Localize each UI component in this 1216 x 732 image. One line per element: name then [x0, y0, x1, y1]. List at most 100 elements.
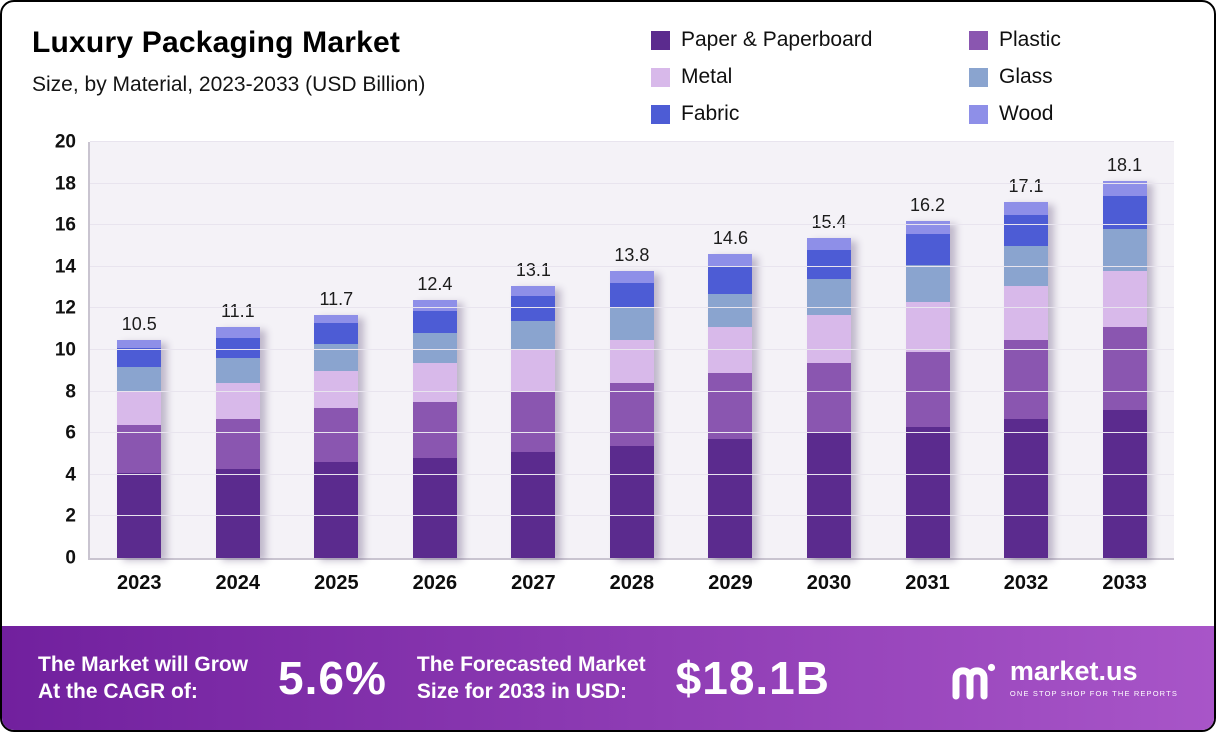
bar-segment: [412, 458, 457, 558]
page-title: Luxury Packaging Market: [32, 26, 401, 59]
legend-item: Paper & Paperboard: [651, 28, 961, 52]
bar-segment: [314, 370, 359, 409]
x-tick-text: 2026: [412, 572, 458, 594]
forecast-label-line1: The Forecasted Market: [416, 652, 646, 676]
bars-row: 10.5 11.1 11.7 12.4 13.1 13.8 14.6 15.4 16.2 17.1…: [90, 142, 1174, 558]
bar-stack: [708, 254, 753, 558]
gridline: [90, 182, 1174, 184]
bar-segment: [511, 295, 556, 321]
bar-segment: [905, 233, 950, 265]
bar-segment: [708, 254, 753, 267]
x-tick-label: 2026: [413, 572, 458, 595]
bar-segment: [117, 391, 162, 425]
legend-swatch: [969, 104, 988, 124]
y-tick-label: 2: [65, 505, 76, 527]
x-tick-text: 2024: [215, 572, 261, 594]
x-tick-label: 2029: [708, 572, 753, 595]
bar-segment: [905, 264, 950, 303]
bar-column: 11.7: [314, 288, 359, 558]
y-tick-label: 20: [54, 131, 76, 153]
legend-swatch: [969, 30, 988, 50]
bar-segment: [806, 250, 851, 280]
legend-label: Wood: [999, 102, 1054, 125]
y-tick-label: 16: [54, 214, 76, 236]
gridline: [90, 432, 1174, 434]
bar-stack: [117, 339, 162, 558]
bar-total-label: 12.4: [417, 274, 453, 295]
bar-segment: [1102, 181, 1147, 197]
bar-segment: [412, 300, 457, 311]
gridline: [90, 224, 1174, 226]
gridline: [90, 265, 1174, 267]
bar-segment: [1004, 246, 1049, 286]
bar-stack: [314, 314, 359, 558]
chart-body: 0 2 4 6 8 10 12 14 16 18 20 10.5 11.1 11.7 12.4 13.1 13…: [2, 133, 1214, 595]
x-tick-label: 2031: [905, 572, 950, 595]
cagr-label: The Market will Grow At the CAGR of:: [38, 651, 248, 706]
cagr-label-line2: At the CAGR of:: [38, 680, 198, 703]
bar-segment: [511, 391, 556, 452]
page-subtitle: Size, by Material, 2023-2033 (USD Billio…: [32, 73, 426, 96]
brand-name: market.us: [1009, 656, 1138, 686]
legend-label: Paper & Paperboard: [681, 28, 873, 51]
bar-segment: [215, 383, 260, 419]
legend-swatch: [651, 104, 670, 124]
gridline: [90, 390, 1174, 392]
bar-segment: [511, 320, 556, 351]
bar-segment: [1102, 410, 1147, 558]
cagr-value: 5.6%: [278, 652, 387, 704]
bar-segment: [708, 372, 753, 440]
bar-total-label: 17.1: [1008, 176, 1044, 197]
bar-segment: [905, 221, 950, 234]
bar-segment: [1004, 214, 1049, 247]
bar-segment: [412, 333, 457, 363]
market-us-logo-icon: [952, 663, 995, 700]
y-tick-label: 4: [65, 464, 76, 486]
chart-header: Luxury Packaging Market Size, by Materia…: [2, 2, 1214, 138]
forecast-label-line2: Size for 2033 in USD:: [416, 680, 627, 703]
cagr-label-line1: The Market will Grow: [38, 652, 249, 676]
bar-total-label: 15.4: [811, 211, 847, 232]
bar-segment: [511, 285, 556, 296]
legend-swatch: [969, 67, 988, 87]
bar-segment: [806, 362, 851, 434]
bar-total-label: 14.6: [712, 228, 748, 249]
bar-segment: [511, 350, 556, 392]
bar-segment: [806, 433, 851, 558]
bar-segment: [609, 383, 654, 446]
x-tick-text: 2028: [609, 572, 655, 594]
bar-segment: [314, 314, 359, 324]
x-tick-label: 2027: [511, 572, 556, 595]
bar-total-label: 16.2: [909, 195, 946, 216]
bar-column: 11.1: [215, 302, 260, 558]
bar-stack: [1102, 181, 1147, 558]
legend-label: Plastic: [999, 28, 1061, 51]
bar-segment: [117, 472, 162, 558]
bar-segment: [1102, 196, 1147, 230]
bar-stack: [1004, 202, 1049, 558]
x-tick-label: 2032: [1004, 572, 1049, 595]
bar-segment: [708, 266, 753, 294]
x-tick-text: 2031: [905, 572, 950, 594]
bar-segment: [412, 402, 457, 459]
footer-banner: The Market will Grow At the CAGR of: 5.6…: [2, 626, 1214, 730]
x-tick-text: 2027: [511, 572, 556, 594]
bar-segment: [609, 339, 654, 384]
bar-segment: [708, 293, 753, 328]
bar-stack: [511, 285, 556, 558]
bar-segment: [609, 283, 654, 309]
forecast-label: The Forecasted Market Size for 2033 in U…: [417, 651, 646, 706]
x-tick-label: 2030: [807, 572, 852, 595]
legend-label: Glass: [999, 65, 1053, 88]
bar-segment: [314, 408, 359, 463]
legend-swatch: [651, 30, 670, 50]
bar-total-label: 11.7: [319, 288, 354, 309]
bar-segment: [905, 427, 950, 558]
gridline: [90, 141, 1174, 142]
bar-column: 13.8: [609, 246, 654, 558]
bar-segment: [215, 337, 260, 359]
forecast-value: $18.1B: [675, 652, 830, 704]
bar-segment: [511, 451, 556, 558]
bar-column: 14.6: [708, 228, 753, 558]
bar-segment: [1102, 229, 1147, 271]
